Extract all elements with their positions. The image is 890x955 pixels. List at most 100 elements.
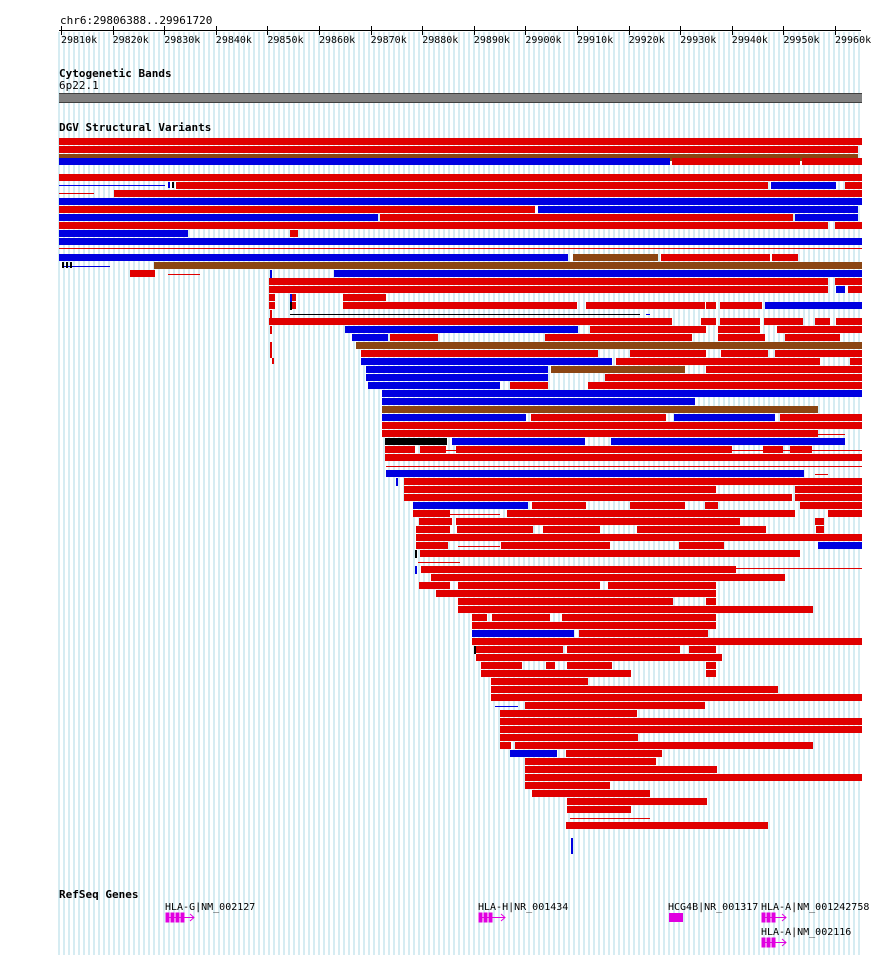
structural-variant[interactable] — [290, 294, 296, 301]
structural-variant[interactable] — [345, 326, 578, 333]
variant-marker[interactable] — [270, 310, 272, 318]
variant-marker[interactable] — [415, 550, 417, 558]
structural-variant[interactable] — [413, 510, 450, 517]
gene-label-hla-g[interactable]: HLA-G|NM_002127 — [165, 902, 256, 913]
structural-variant[interactable] — [416, 526, 450, 533]
structural-variant[interactable] — [114, 190, 862, 197]
structural-variant[interactable] — [586, 302, 705, 309]
structural-variant[interactable] — [836, 286, 845, 293]
structural-variant[interactable] — [382, 398, 695, 405]
structural-variant[interactable] — [404, 478, 862, 485]
structural-variant[interactable] — [721, 350, 768, 357]
variant-marker[interactable] — [290, 302, 292, 310]
structural-variant[interactable] — [472, 622, 716, 629]
structural-variant[interactable] — [588, 382, 862, 389]
structural-variant[interactable] — [515, 742, 813, 749]
variant-marker[interactable] — [62, 262, 64, 268]
structural-variant[interactable] — [706, 598, 716, 605]
cytoband-track-title[interactable]: Cytogenetic Bands — [59, 67, 172, 80]
structural-variant[interactable] — [706, 366, 862, 373]
structural-variant[interactable] — [366, 374, 548, 381]
structural-variant[interactable] — [481, 670, 631, 677]
structural-variant[interactable] — [850, 358, 862, 365]
structural-variant[interactable] — [500, 710, 637, 717]
structural-variant[interactable] — [500, 734, 638, 741]
structural-variant[interactable] — [525, 774, 862, 781]
structural-variant[interactable] — [413, 502, 528, 509]
refseq-track-title[interactable]: RefSeq Genes — [59, 888, 139, 901]
dgv-track-title[interactable]: DGV Structural Variants — [59, 121, 212, 134]
structural-variant[interactable] — [795, 486, 862, 493]
structural-variant[interactable] — [818, 542, 862, 549]
structural-variant[interactable] — [525, 702, 705, 709]
structural-variant[interactable] — [532, 790, 650, 797]
variant-marker[interactable] — [571, 838, 573, 846]
structural-variant[interactable] — [720, 318, 760, 325]
structural-variant[interactable] — [419, 582, 450, 589]
structural-variant[interactable] — [780, 414, 862, 421]
structural-variant[interactable] — [361, 358, 612, 365]
structural-variant[interactable] — [531, 414, 666, 421]
structural-variant[interactable] — [59, 174, 862, 181]
structural-variant[interactable] — [59, 158, 670, 165]
structural-variant[interactable] — [382, 414, 526, 421]
structural-variant[interactable] — [567, 646, 680, 653]
structural-variant[interactable] — [404, 494, 792, 501]
variant-marker[interactable] — [270, 326, 272, 334]
structural-variant[interactable] — [385, 446, 415, 453]
gene-label-hla-h[interactable]: HLA-H|NR_001434 — [478, 902, 569, 913]
structural-variant[interactable] — [366, 366, 548, 373]
structural-variant[interactable] — [269, 278, 828, 285]
gene-label-hla-a-1[interactable]: HLA-A|NM_001242758 — [761, 902, 870, 913]
structural-variant[interactable] — [500, 726, 862, 733]
structural-variant[interactable] — [290, 230, 298, 237]
structural-variant[interactable] — [567, 662, 612, 669]
structural-variant[interactable] — [352, 334, 388, 341]
structural-variant[interactable] — [835, 222, 862, 229]
structural-variant[interactable] — [815, 318, 830, 325]
structural-variant[interactable] — [416, 534, 862, 541]
structural-variant[interactable] — [368, 382, 500, 389]
structural-variant[interactable] — [566, 750, 662, 757]
structural-variant[interactable] — [458, 606, 813, 613]
structural-variant[interactable] — [705, 502, 718, 509]
structural-variant[interactable] — [706, 302, 716, 309]
variant-marker[interactable] — [66, 262, 68, 268]
structural-variant[interactable] — [420, 550, 800, 557]
structural-variant[interactable] — [481, 662, 522, 669]
structural-variant[interactable] — [567, 806, 631, 813]
structural-variant[interactable] — [501, 542, 610, 549]
structural-variant[interactable] — [476, 646, 563, 653]
structural-variant[interactable] — [790, 446, 812, 453]
structural-variant[interactable] — [343, 294, 386, 301]
structural-variant[interactable] — [718, 326, 760, 333]
variant-marker[interactable] — [396, 478, 398, 486]
structural-variant[interactable] — [785, 334, 840, 341]
structural-variant[interactable] — [420, 446, 446, 453]
structural-variant[interactable] — [382, 406, 818, 413]
structural-variant[interactable] — [689, 646, 716, 653]
structural-variant[interactable] — [491, 686, 778, 693]
structural-variant[interactable] — [382, 422, 862, 429]
structural-variant[interactable] — [816, 526, 824, 533]
structural-variant[interactable] — [130, 270, 155, 277]
structural-variant[interactable] — [567, 798, 707, 805]
structural-variant[interactable] — [525, 782, 610, 789]
structural-variant[interactable] — [491, 694, 862, 701]
structural-variant[interactable] — [380, 214, 793, 221]
variant-marker[interactable] — [70, 262, 72, 268]
structural-variant[interactable] — [269, 302, 275, 309]
structural-variant[interactable] — [416, 542, 448, 549]
structural-variant[interactable] — [566, 822, 768, 829]
structural-variant[interactable] — [772, 254, 798, 261]
structural-variant[interactable] — [546, 662, 555, 669]
structural-variant[interactable] — [828, 510, 862, 517]
structural-variant[interactable] — [334, 270, 862, 277]
variant-marker[interactable] — [415, 566, 417, 574]
structural-variant[interactable] — [630, 350, 706, 357]
structural-variant[interactable] — [720, 302, 762, 309]
variant-marker[interactable] — [474, 646, 476, 654]
structural-variant[interactable] — [385, 438, 447, 445]
structural-variant[interactable] — [492, 614, 550, 621]
structural-variant[interactable] — [491, 678, 588, 685]
